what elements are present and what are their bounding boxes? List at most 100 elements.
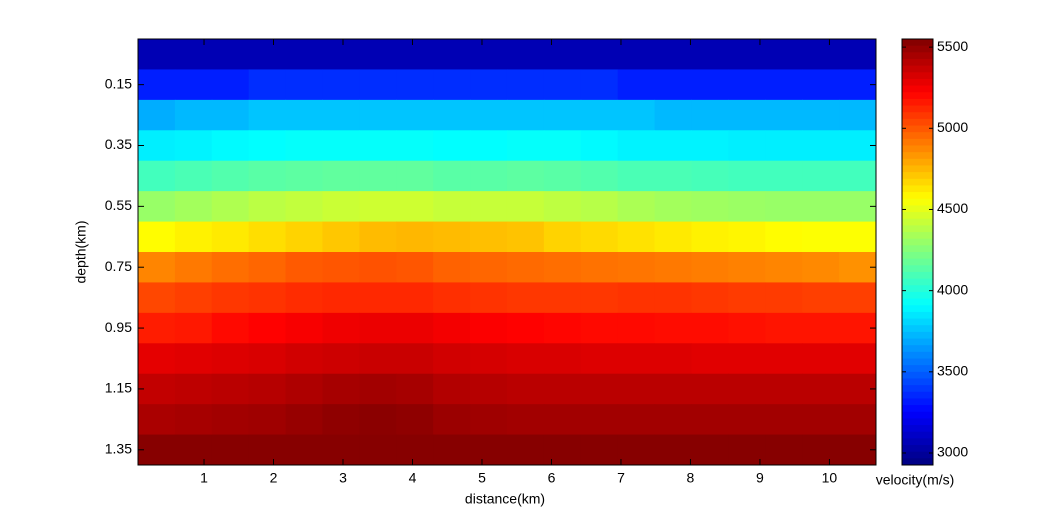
colorbar-swatch xyxy=(902,178,933,186)
heatmap-cell xyxy=(728,99,766,131)
heatmap-cell xyxy=(396,99,434,131)
colorbar-swatch xyxy=(902,152,933,160)
colorbar-swatch xyxy=(902,458,933,466)
heatmap-cell xyxy=(691,434,729,466)
colorbar-swatch xyxy=(902,165,933,173)
heatmap-cell xyxy=(654,434,692,466)
colorbar-swatch xyxy=(902,405,933,413)
heatmap-cell xyxy=(211,343,250,375)
heatmap-cell xyxy=(654,404,692,436)
colorbar-swatch xyxy=(902,238,933,246)
heatmap-cell xyxy=(802,160,840,192)
heatmap-cell xyxy=(691,343,729,375)
x-tick-label: 4 xyxy=(409,470,417,486)
heatmap-cell xyxy=(691,404,729,436)
heatmap-cell xyxy=(285,404,323,436)
heatmap-cell xyxy=(654,282,692,314)
heatmap-cell xyxy=(285,221,323,253)
y-tick-label: 0.95 xyxy=(105,319,132,335)
heatmap-cell xyxy=(248,130,287,162)
heatmap-cell xyxy=(174,312,213,344)
colorbar-swatch xyxy=(902,158,933,166)
colorbar-swatch xyxy=(902,245,933,253)
heatmap-cell xyxy=(543,39,582,70)
heatmap-cell xyxy=(506,373,545,405)
heatmap-cell xyxy=(359,343,397,375)
heatmap-cell xyxy=(728,282,766,314)
heatmap-cell xyxy=(580,282,619,314)
heatmap-cell xyxy=(359,252,397,283)
heatmap-cell xyxy=(506,252,545,283)
heatmap-cell xyxy=(506,282,545,314)
colorbar-frame xyxy=(901,38,934,466)
heatmap-cell xyxy=(138,404,176,436)
colorbar-swatch xyxy=(902,411,933,419)
heatmap-cell xyxy=(174,434,213,466)
x-tick-label: 5 xyxy=(478,470,486,486)
heatmap-cell xyxy=(359,191,397,223)
heatmap-cell xyxy=(248,191,287,223)
colorbar-swatch xyxy=(902,92,933,100)
heatmap-cell xyxy=(359,404,397,436)
heatmap-cell xyxy=(396,343,434,375)
heatmap-cell xyxy=(617,404,656,436)
colorbar-swatch xyxy=(902,138,933,146)
heatmap-cell xyxy=(765,282,803,314)
colorbar-swatch xyxy=(902,398,933,406)
colorbar-swatch xyxy=(902,311,933,320)
heatmap-cell xyxy=(211,130,250,162)
colorbar-swatch xyxy=(902,271,933,280)
heatmap-cell xyxy=(248,343,287,375)
heatmap-cell xyxy=(839,39,877,70)
heatmap-cell xyxy=(543,252,582,283)
heatmap-cell xyxy=(802,343,840,375)
heatmap-cell xyxy=(359,312,397,344)
heatmap-cell xyxy=(580,343,619,375)
colorbar-swatch xyxy=(902,212,933,220)
colorbar-swatch xyxy=(902,305,933,313)
heatmap-cell xyxy=(285,191,323,223)
heatmap-cell xyxy=(728,69,766,101)
heatmap-cell xyxy=(802,252,840,283)
heatmap-cell xyxy=(580,404,619,436)
heatmap-cell xyxy=(839,343,877,375)
heatmap-cell xyxy=(691,252,729,283)
heatmap-cell xyxy=(138,99,176,131)
heatmap-cell xyxy=(211,252,250,283)
heatmap-cell xyxy=(470,434,508,466)
heatmap-cell xyxy=(617,39,656,70)
heatmap-cell xyxy=(285,39,323,70)
heatmap-cell xyxy=(433,99,471,131)
heatmap-cell xyxy=(506,69,545,101)
heatmap-cell xyxy=(802,221,840,253)
heatmap-cell xyxy=(359,221,397,253)
heatmap-cell xyxy=(322,160,360,192)
heatmap-cell xyxy=(138,312,176,344)
heatmap-cell xyxy=(433,312,471,344)
heatmap-cell xyxy=(322,221,360,253)
colorbar-swatch xyxy=(902,205,933,213)
heatmap-cell xyxy=(285,130,323,162)
heatmap-cell xyxy=(433,252,471,283)
colorbar-swatch xyxy=(902,98,933,107)
heatmap-cell xyxy=(839,221,877,253)
heatmap-cell xyxy=(470,39,508,70)
heatmap-cell xyxy=(359,373,397,405)
heatmap-cell xyxy=(433,343,471,375)
heatmap-cell xyxy=(691,282,729,314)
heatmap-cell xyxy=(617,312,656,344)
heatmap-cell xyxy=(728,343,766,375)
heatmap-cell xyxy=(396,404,434,436)
heatmap-cell xyxy=(248,160,287,192)
heatmap-cell xyxy=(396,130,434,162)
x-tick-label: 1 xyxy=(200,470,208,486)
colorbar-swatch xyxy=(902,172,933,180)
heatmap-cell xyxy=(765,130,803,162)
heatmap-cell xyxy=(728,130,766,162)
heatmap-cell xyxy=(839,404,877,436)
heatmap-cell xyxy=(728,160,766,192)
heatmap-cell xyxy=(138,282,176,314)
heatmap-cell xyxy=(802,191,840,223)
heatmap-cell xyxy=(728,312,766,344)
heatmap-cell xyxy=(396,160,434,192)
